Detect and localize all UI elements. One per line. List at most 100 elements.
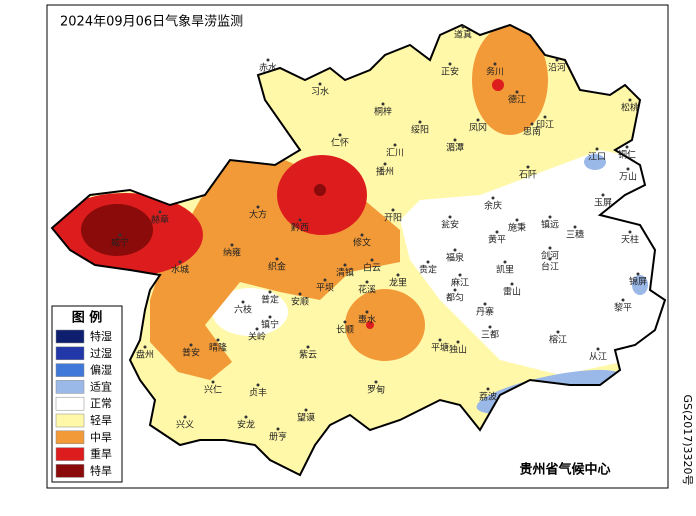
place-dot [298, 292, 302, 296]
place-dot [338, 133, 342, 137]
place-name: 贵定 [419, 264, 437, 276]
place-name: 松桃 [621, 102, 639, 114]
place-dot [628, 98, 632, 102]
place-name: 湄潭 [446, 143, 464, 154]
normal-area [212, 288, 288, 336]
place-dot [493, 62, 497, 66]
severe-drought-area [492, 79, 504, 91]
place-name: 黄平 [488, 234, 506, 246]
place-dot [266, 58, 270, 62]
place-dot [543, 115, 547, 119]
place-name: 普安 [182, 347, 200, 359]
legend-swatch [55, 329, 85, 344]
place-name: 剑河 [541, 250, 559, 262]
legend-label: 特湿 [90, 329, 112, 343]
place-name: 从江 [589, 352, 607, 363]
place-dot [515, 218, 519, 222]
moderate-drought-area [345, 289, 425, 361]
place-name: 平坝 [316, 283, 334, 294]
legend-label: 正常 [90, 397, 112, 410]
place-name: 赫章 [151, 214, 169, 226]
place-name: 白云 [363, 262, 381, 274]
place-name: 镇宁 [261, 319, 279, 331]
place-name: 镇远 [541, 219, 559, 231]
place-dot [461, 25, 465, 29]
place-dot [241, 300, 245, 304]
place-name: 黔西 [291, 222, 309, 234]
place-name: 都匀 [446, 292, 464, 304]
side-note: GS(2017)3320号 [681, 394, 694, 485]
place-name: 黎平 [614, 302, 632, 314]
place-dot [323, 278, 327, 282]
place-dot [448, 215, 452, 219]
place-name: 丹寨 [476, 306, 494, 318]
legend-swatch [55, 447, 85, 461]
place-dot [396, 273, 400, 277]
place-dot [370, 258, 374, 262]
place-dot [343, 320, 347, 324]
place-name: 铜仁 [618, 149, 636, 161]
footer: 贵州省气候中心 [519, 462, 610, 478]
place-dot [391, 208, 395, 212]
place-name: 思南 [523, 126, 541, 138]
suitable-area [584, 154, 606, 170]
place-dot [621, 298, 625, 302]
place-name: 威宁 [111, 237, 129, 249]
place-name: 务川 [486, 66, 504, 78]
place-dot [483, 302, 487, 306]
place-name: 兴仁 [204, 384, 222, 396]
place-name: 凤冈 [469, 123, 487, 134]
place-name: 长顺 [336, 324, 354, 336]
place-dot [453, 288, 457, 292]
place-name: 望谟 [297, 412, 315, 424]
legend-swatch [55, 464, 85, 478]
place-dot [304, 408, 308, 412]
place-dot [418, 120, 422, 124]
place-dot [306, 345, 310, 349]
place-name: 雷山 [503, 287, 521, 298]
place-name: 开阳 [384, 213, 402, 224]
place-dot [625, 145, 629, 149]
legend-swatch [55, 430, 85, 445]
legend-swatch [55, 413, 85, 428]
place-dot [453, 248, 457, 252]
drought-regions [52, 25, 665, 475]
place-name: 麻江 [451, 277, 469, 289]
place-name: 道真 [454, 29, 472, 41]
legend-label: 轻旱 [90, 413, 112, 427]
place-dot [383, 162, 387, 166]
legend-label: 适宜 [90, 379, 112, 393]
place-dot [503, 260, 507, 264]
place-dot [158, 210, 162, 214]
legend-title: 图 例 [72, 310, 103, 326]
place-name: 仁怀 [331, 137, 349, 149]
place-dot [143, 345, 147, 349]
place-dot [556, 330, 560, 334]
place-dot [626, 167, 630, 171]
place-dot [255, 327, 259, 331]
place-name: 清镇 [336, 267, 354, 279]
place-dot [178, 260, 182, 264]
place-dot [189, 343, 193, 347]
place-dot [275, 257, 279, 261]
place-dot [486, 387, 490, 391]
place-dot [601, 193, 605, 197]
place-name: 惠水 [358, 314, 376, 326]
place-dot [393, 143, 397, 147]
place-name: 江口 [588, 152, 606, 163]
suitable-area [632, 275, 648, 295]
place-name: 关岭 [248, 331, 266, 343]
place-dot [555, 58, 559, 62]
moderate-drought-area [472, 25, 548, 135]
place-dot [365, 310, 369, 314]
place-dot [476, 118, 480, 122]
place-dot [318, 82, 322, 86]
place-name: 普定 [261, 294, 279, 306]
place-dot [491, 196, 495, 200]
place-dot [458, 273, 462, 277]
place-name: 播州 [376, 166, 394, 178]
place-dot [636, 272, 640, 276]
place-dot [244, 415, 248, 419]
